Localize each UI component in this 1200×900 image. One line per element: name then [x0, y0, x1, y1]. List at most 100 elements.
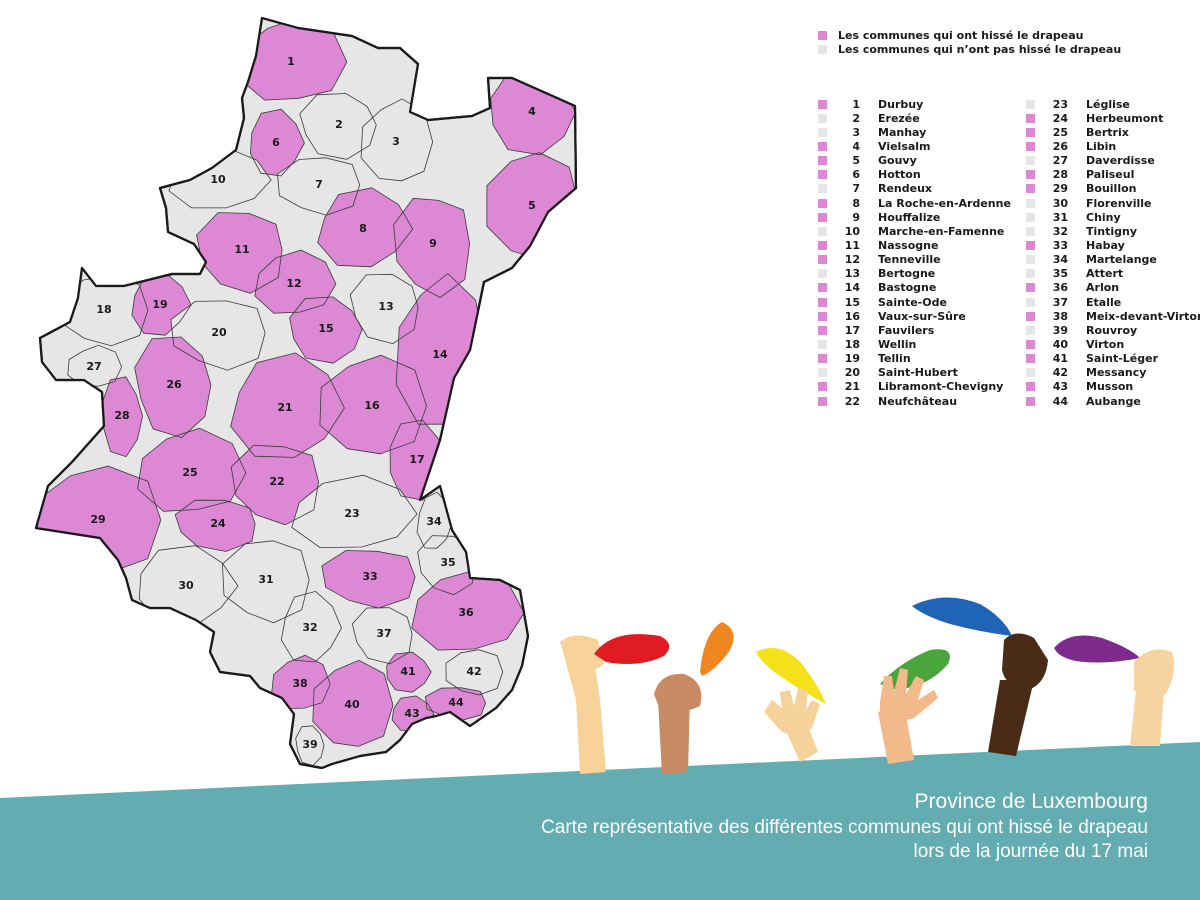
- arm: [658, 696, 690, 774]
- commune-area-34: [417, 492, 453, 549]
- raised-swatch: [1026, 127, 1035, 137]
- commune-number: 18: [844, 337, 860, 351]
- commune-border-8: [317, 187, 414, 268]
- commune-list-item: 9 Houffalize: [818, 210, 1011, 224]
- commune-number: 11: [844, 238, 860, 252]
- commune-area-26: [134, 337, 211, 438]
- map-number-32: 32: [302, 621, 317, 634]
- commune-number: 24: [1052, 111, 1068, 125]
- raised-swatch: [1026, 141, 1035, 151]
- raised-swatch: [818, 311, 827, 321]
- raised-swatch: [818, 354, 827, 364]
- commune-name: Sainte-Ode: [878, 295, 947, 309]
- commune-name: Nassogne: [878, 238, 939, 252]
- commune-list-item: 19 Tellin: [818, 352, 1011, 366]
- raised-swatch: [818, 325, 827, 335]
- commune-area-40: [312, 660, 393, 747]
- commune-area-22: [231, 445, 319, 525]
- commune-name: Virton: [1086, 337, 1125, 351]
- fist: [1134, 649, 1174, 697]
- commune-list-item: 5 Gouvy: [818, 154, 1011, 168]
- commune-border-44: [424, 687, 487, 721]
- commune-number: 34: [1052, 253, 1068, 267]
- map-number-20: 20: [211, 326, 227, 339]
- commune-list-item: 43 Musson: [1026, 380, 1200, 394]
- commune-border-13: [349, 273, 419, 345]
- hands-feathers-illustration: [560, 597, 1174, 774]
- commune-area-15: [289, 296, 363, 364]
- not-raised-swatch: [818, 339, 827, 349]
- commune-border-15: [289, 296, 363, 364]
- commune-number: 4: [852, 139, 860, 153]
- map-number-21: 21: [277, 401, 292, 414]
- not-raised-swatch: [1026, 255, 1035, 265]
- commune-name: Bertogne: [878, 267, 936, 281]
- commune-name: Wellin: [878, 337, 917, 351]
- raised-swatch: [1026, 396, 1035, 406]
- map-number-7: 7: [315, 178, 323, 191]
- not-raised-swatch: [818, 127, 827, 137]
- commune-list-item: 32 Tintigny: [1026, 224, 1200, 238]
- commune-name: Paliseul: [1086, 168, 1135, 182]
- commune-list-item: 15 Sainte-Ode: [818, 295, 1011, 309]
- commune-area-3: [361, 98, 433, 181]
- map-number-39: 39: [302, 738, 317, 751]
- commune-list-item: 26 Libin: [1026, 139, 1200, 153]
- commune-number: 13: [844, 267, 860, 281]
- commune-number: 36: [1052, 281, 1068, 295]
- commune-name: Bouillon: [1086, 182, 1137, 196]
- not-raised-swatch: [1026, 198, 1035, 208]
- commune-number: 20: [844, 366, 860, 380]
- commune-area-8: [317, 187, 413, 267]
- commune-number: 22: [844, 394, 860, 408]
- raised-swatch: [1026, 283, 1035, 293]
- not-raised-swatch: [1026, 99, 1035, 109]
- hand-blue-feather: [912, 597, 1048, 756]
- commune-list-item: 6 Hotton: [818, 168, 1011, 182]
- commune-name: Tintigny: [1086, 224, 1138, 238]
- commune-area-2: [299, 93, 377, 160]
- orange-feather: [700, 622, 734, 676]
- raised-swatch: [818, 170, 827, 180]
- commune-list-item: 10 Marche-en-Famenne: [818, 224, 1011, 238]
- commune-border-37: [351, 607, 413, 665]
- commune-name: Etalle: [1086, 295, 1122, 309]
- commune-number: 26: [1052, 139, 1068, 153]
- commune-number: 33: [1052, 238, 1068, 252]
- commune-list-item: 39 Rouvroy: [1026, 323, 1200, 337]
- raised-swatch: [818, 396, 827, 406]
- map-number-26: 26: [166, 378, 182, 391]
- commune-name: Attert: [1086, 267, 1124, 281]
- red-feather: [594, 634, 670, 664]
- commune-area-28: [102, 376, 143, 457]
- commune-name: Durbuy: [878, 97, 924, 111]
- commune-number: 23: [1052, 97, 1068, 111]
- map-number-33: 33: [362, 570, 377, 583]
- not-raised-swatch: [1026, 156, 1035, 166]
- not-raised-swatch: [1026, 368, 1035, 378]
- legend-raised-label: Les communes qui ont hissé le drapeau: [838, 28, 1084, 42]
- commune-border-30: [138, 545, 239, 627]
- map-number-35: 35: [440, 556, 455, 569]
- commune-border-23: [291, 474, 418, 549]
- arm: [988, 680, 1034, 756]
- commune-area-32: [281, 591, 342, 662]
- map-number-10: 10: [210, 173, 226, 186]
- map-number-27: 27: [86, 360, 101, 373]
- not-raised-swatch: [818, 44, 827, 54]
- commune-number: 37: [1052, 295, 1068, 309]
- legend-raised: Les communes qui ont hissé le drapeau: [818, 28, 1121, 42]
- map-number-42: 42: [466, 665, 481, 678]
- commune-border-42: [445, 649, 504, 696]
- commune-number: 21: [844, 380, 860, 394]
- commune-number: 9: [852, 210, 860, 224]
- commune-area-37: [352, 607, 413, 664]
- yellow-feather: [756, 648, 826, 704]
- map-number-22: 22: [269, 475, 284, 488]
- commune-list-item: 25 Bertrix: [1026, 125, 1200, 139]
- commune-list-item: 44 Aubange: [1026, 394, 1200, 408]
- commune-name: Manhay: [878, 125, 927, 139]
- commune-name: Florenville: [1086, 196, 1152, 210]
- map-number-28: 28: [114, 409, 129, 422]
